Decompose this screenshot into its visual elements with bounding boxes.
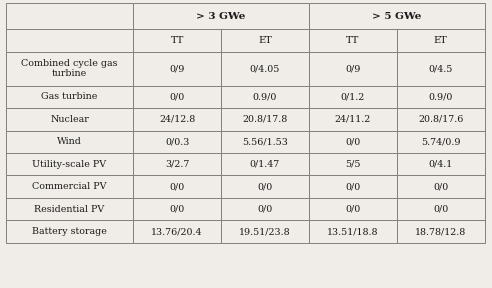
Text: 0/0.3: 0/0.3 (165, 137, 189, 146)
Text: Utility-scale PV: Utility-scale PV (32, 160, 107, 169)
Text: 20.8/17.6: 20.8/17.6 (418, 115, 463, 124)
Text: Commercial PV: Commercial PV (32, 182, 107, 191)
Text: ET: ET (434, 36, 448, 45)
Text: 19.51/23.8: 19.51/23.8 (239, 227, 291, 236)
Text: 5/5: 5/5 (345, 160, 361, 169)
Text: 0/0: 0/0 (345, 205, 361, 214)
Text: 0/0: 0/0 (169, 92, 184, 101)
Text: 0/0: 0/0 (169, 182, 184, 191)
Text: Residential PV: Residential PV (34, 205, 105, 214)
Text: Combined cycle gas
turbine: Combined cycle gas turbine (21, 59, 118, 78)
Text: ET: ET (258, 36, 272, 45)
Text: 24/11.2: 24/11.2 (335, 115, 371, 124)
Text: 0/0: 0/0 (257, 205, 273, 214)
Text: 0/4.1: 0/4.1 (429, 160, 453, 169)
Text: 0/4.05: 0/4.05 (250, 64, 280, 73)
Text: 0/9: 0/9 (345, 64, 361, 73)
Text: 0/0: 0/0 (433, 205, 448, 214)
Text: > 5 GWe: > 5 GWe (372, 12, 422, 21)
Text: 0.9/0: 0.9/0 (253, 92, 277, 101)
Text: 13.51/18.8: 13.51/18.8 (327, 227, 378, 236)
Text: 18.78/12.8: 18.78/12.8 (415, 227, 466, 236)
Text: 0.9/0: 0.9/0 (429, 92, 453, 101)
Text: 24/12.8: 24/12.8 (159, 115, 195, 124)
Text: 13.76/20.4: 13.76/20.4 (152, 227, 203, 236)
Text: 0/0: 0/0 (257, 182, 273, 191)
Text: 5.56/1.53: 5.56/1.53 (242, 137, 288, 146)
Text: Wind: Wind (57, 137, 82, 146)
Text: 3/2.7: 3/2.7 (165, 160, 189, 169)
Text: 0/1.47: 0/1.47 (250, 160, 280, 169)
Text: Gas turbine: Gas turbine (41, 92, 98, 101)
Text: Battery storage: Battery storage (32, 227, 107, 236)
Text: 0/0: 0/0 (345, 137, 361, 146)
Text: 0/0: 0/0 (433, 182, 448, 191)
Text: 5.74/0.9: 5.74/0.9 (421, 137, 461, 146)
Text: 0/9: 0/9 (169, 64, 185, 73)
Text: 0/0: 0/0 (169, 205, 184, 214)
Text: 0/1.2: 0/1.2 (341, 92, 365, 101)
Text: Nuclear: Nuclear (50, 115, 89, 124)
Text: 20.8/17.8: 20.8/17.8 (243, 115, 288, 124)
Text: 0/4.5: 0/4.5 (429, 64, 453, 73)
Text: > 3 GWe: > 3 GWe (196, 12, 246, 21)
Text: 0/0: 0/0 (345, 182, 361, 191)
Text: TT: TT (170, 36, 184, 45)
Text: TT: TT (346, 36, 360, 45)
